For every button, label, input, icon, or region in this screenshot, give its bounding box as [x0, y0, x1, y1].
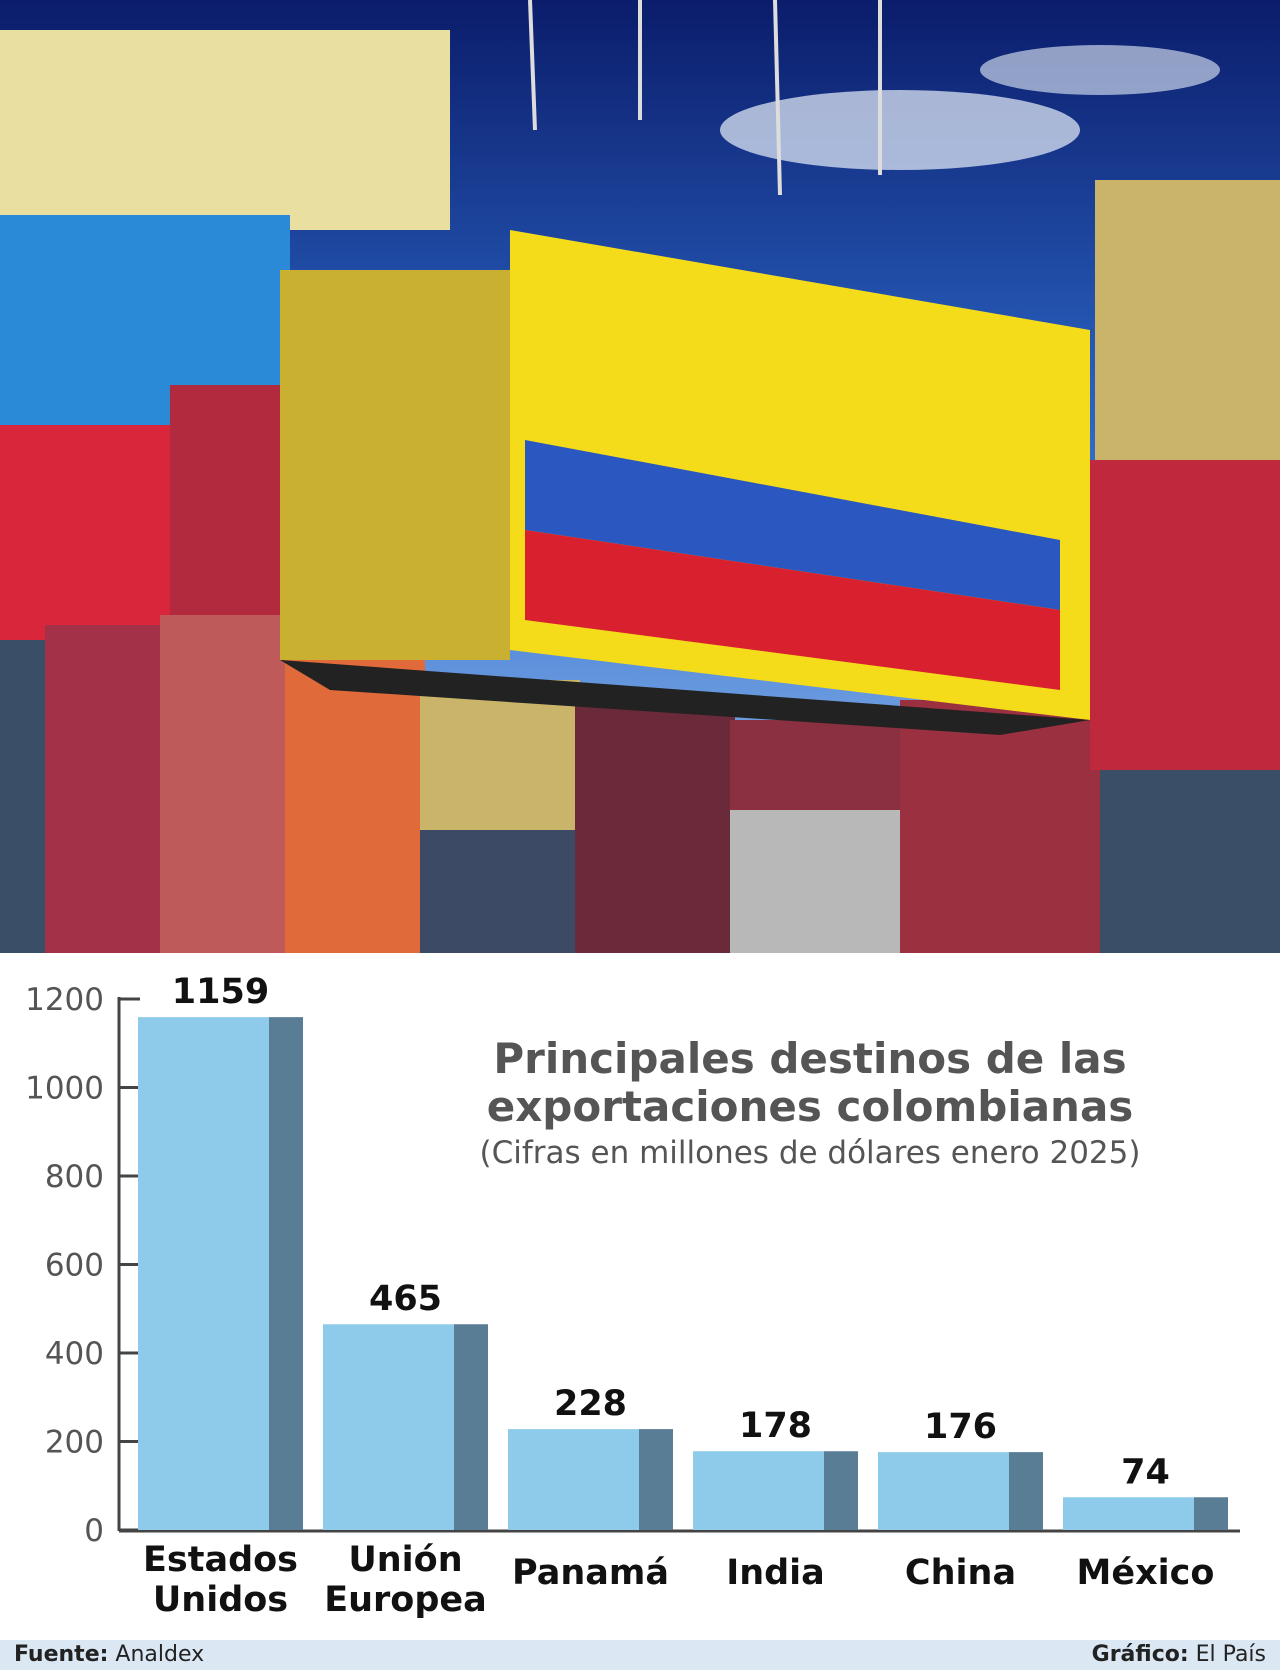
x-tick-label: Panamá — [512, 1553, 669, 1593]
value-label: 1159 — [172, 972, 269, 1012]
source-label: Fuente: — [14, 1642, 109, 1667]
y-tick-label: 1200 — [25, 982, 104, 1018]
bar-side — [1009, 1452, 1043, 1530]
y-tick-label: 1000 — [25, 1071, 104, 1107]
bar — [878, 1452, 1009, 1530]
x-tick-label: Unión Europea — [324, 1540, 487, 1620]
source: Fuente: Analdex — [14, 1640, 204, 1670]
value-label: 465 — [369, 1279, 442, 1319]
y-tick-label: 400 — [45, 1336, 104, 1372]
x-tick-label: Estados Unidos — [142, 1540, 299, 1620]
bar-side — [1194, 1497, 1228, 1530]
y-tick-label: 800 — [45, 1159, 104, 1195]
bar — [1063, 1497, 1194, 1530]
value-label: 228 — [554, 1384, 627, 1424]
photo — [0, 0, 1280, 953]
chart-subtitle: (Cifras en millones de dólares enero 202… — [479, 1135, 1141, 1171]
bar — [138, 1017, 269, 1530]
bar-side — [639, 1429, 673, 1530]
credit-text: El País — [1195, 1642, 1266, 1667]
x-tick-label: México — [1076, 1553, 1215, 1593]
x-tick-label: India — [726, 1553, 825, 1593]
credit: Gráfico: El País — [1092, 1640, 1266, 1670]
value-label: 178 — [739, 1406, 812, 1446]
value-label: 74 — [1121, 1452, 1170, 1492]
bar — [323, 1324, 454, 1530]
bar-side — [269, 1017, 303, 1530]
y-tick-label: 200 — [45, 1425, 104, 1461]
chart-title: Principales destinos de las exportacione… — [486, 1034, 1134, 1131]
credit-label: Gráfico: — [1091, 1642, 1189, 1667]
source-text: Analdex — [115, 1642, 205, 1667]
y-tick-label: 0 — [84, 1513, 104, 1549]
bar — [508, 1429, 639, 1530]
value-label: 176 — [924, 1407, 997, 1447]
bar-side — [824, 1451, 858, 1530]
x-tick-label: China — [904, 1553, 1017, 1593]
footer: Fuente: Analdex Gráfico: El País — [0, 1640, 1280, 1670]
y-tick-label: 600 — [45, 1248, 104, 1284]
bar-side — [454, 1324, 488, 1530]
bar — [693, 1451, 824, 1530]
